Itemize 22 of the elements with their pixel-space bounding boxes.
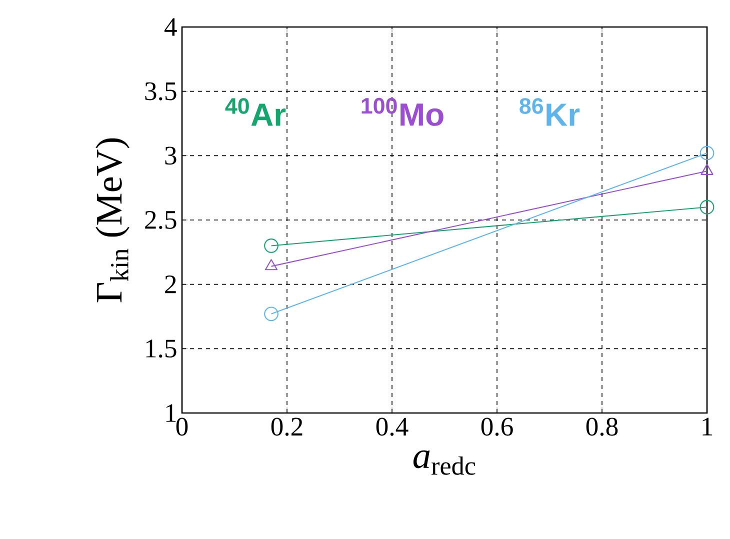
x-tick-label: 0.8 xyxy=(586,418,618,436)
x-tick-label: 0.2 xyxy=(271,418,302,436)
point xyxy=(700,200,714,214)
y-tick-label: 2 xyxy=(165,276,176,294)
x-axis-title: a$_{redc}$ xyxy=(413,450,476,475)
text: $^{100}$Mo xyxy=(362,98,444,126)
x-tick-label: 0.6 xyxy=(481,418,513,436)
y-tick-label: 4 xyxy=(164,18,177,36)
text: $^{40}$Ar xyxy=(225,98,286,126)
x-tick-label: 0 xyxy=(176,418,188,436)
y-axis-title: Γ$_{kin}$ (MeV) xyxy=(96,138,130,302)
point xyxy=(264,306,278,322)
y-tick-label: 3.5 xyxy=(145,82,176,100)
point xyxy=(264,238,278,253)
x-tick-label: 0.4 xyxy=(376,418,408,436)
x-tick-label: 1 xyxy=(702,418,712,436)
y-tick-label: 3 xyxy=(165,146,176,165)
text: $^{86}$Kr xyxy=(520,98,580,126)
y-tick-label: 1 xyxy=(166,404,176,422)
point xyxy=(700,146,714,160)
y-tick-label: 1.5 xyxy=(146,340,176,358)
y-tick-label: 2.5 xyxy=(145,210,176,230)
